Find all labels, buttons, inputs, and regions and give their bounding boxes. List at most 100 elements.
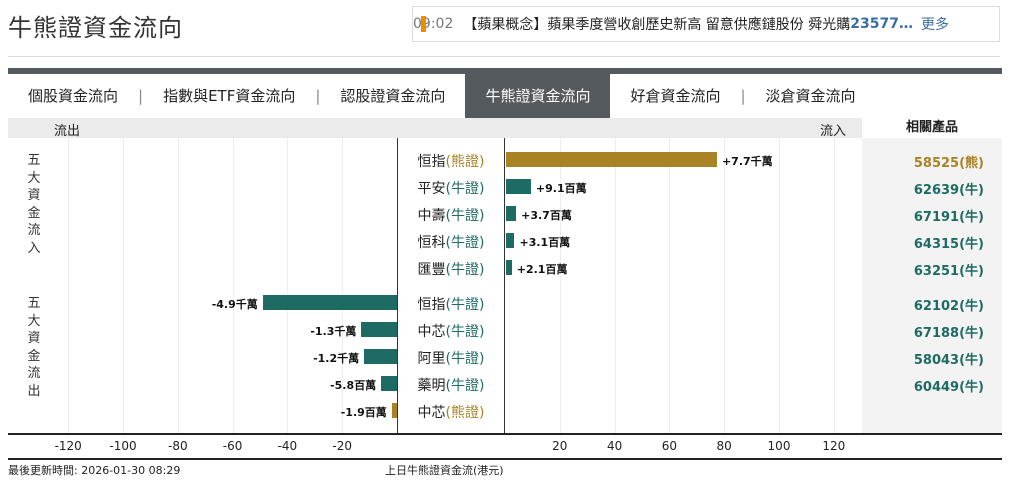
related-product-link[interactable]: 62639(牛) (913, 183, 984, 198)
gridline (232, 138, 234, 433)
flow-bar (262, 295, 397, 310)
related-product-link[interactable]: 67188(牛) (913, 326, 984, 341)
flow-bar (391, 403, 397, 418)
warrant-type: (牛證) (445, 235, 485, 251)
flow-bar (506, 260, 512, 275)
tab-5[interactable]: 淡倉資金流向 (765, 87, 856, 105)
axis-tick-label: -120 (54, 439, 82, 453)
underlying-name: 平安 (417, 181, 446, 197)
axis-tick-label: 100 (767, 439, 791, 453)
axis-line (8, 433, 1002, 435)
warrant-type: (熊證) (445, 154, 485, 170)
row-name[interactable]: 中壽(牛證) (397, 205, 505, 225)
flow-bar (361, 322, 397, 337)
warrant-type: (牛證) (445, 297, 485, 313)
gridline (177, 138, 179, 433)
tab-4[interactable]: 好倉資金流向 (630, 87, 721, 105)
underlying-name: 中壽 (417, 208, 446, 224)
flow-value: +3.7百萬 (521, 209, 572, 222)
related-product-link[interactable]: 60449(牛) (913, 380, 984, 395)
axis-tick-label: 40 (606, 439, 623, 453)
underlying-name: 恒指 (417, 297, 446, 313)
underlying-name: 匯豐 (417, 262, 446, 278)
gridline (559, 138, 561, 433)
underlying-name: 恒指 (417, 154, 446, 170)
related-product-link[interactable]: 62102(牛) (913, 299, 984, 314)
ticker-text[interactable]: 【蘋果概念】蘋果季度營收創歷史新高 留意供應鏈股份 舜光購 (463, 17, 851, 33)
gridline (342, 138, 344, 433)
tab-0[interactable]: 個股資金流向 (28, 87, 119, 105)
row-name[interactable]: 恒科(牛證) (397, 232, 505, 252)
flow-value: +7.7千萬 (721, 155, 773, 168)
warrant-type: (牛證) (445, 378, 485, 394)
underlying-name: 中芯 (417, 324, 446, 340)
tab-bar: 個股資金流向 | 指數與ETF資金流向 | 認股證資金流向 牛熊證資金流向 好倉資金流向 | 淡… (8, 74, 1002, 118)
gridline (779, 138, 780, 433)
axis-tick-label: 80 (716, 439, 732, 453)
flow-value: -1.2千萬 (313, 352, 360, 365)
axis-tick-label: -60 (222, 439, 243, 453)
row-name[interactable]: 藥明(牛證) (397, 375, 505, 395)
related-products-column (862, 138, 1002, 433)
flow-value: -1.9百萬 (340, 406, 387, 419)
flow-bar (506, 179, 531, 194)
flow-value: +2.1百萬 (516, 263, 568, 276)
row-name[interactable]: 匯豐(牛證) (397, 259, 505, 279)
row-name[interactable]: 恒指(牛證) (397, 294, 505, 314)
row-name[interactable]: 阿里(牛證) (397, 348, 505, 368)
row-name[interactable]: 中芯(牛證) (397, 321, 505, 341)
warrant-type: (牛證) (445, 262, 485, 278)
flow-value: -5.8百萬 (330, 379, 377, 392)
footer-divider (8, 458, 1002, 460)
axis-tick-label: 60 (661, 439, 678, 453)
flow-value: -4.9千萬 (211, 298, 258, 311)
flow-value: +9.1百萬 (535, 182, 587, 195)
inflow-label: 流入 (820, 124, 847, 139)
tab-separator: | (315, 87, 321, 105)
divider (8, 56, 1000, 57)
warrant-type: (牛證) (445, 351, 485, 367)
warrant-type: (熊證) (445, 405, 485, 421)
ticker-code-link[interactable]: 23577… (850, 16, 913, 32)
row-name[interactable]: 恒指(熊證) (397, 151, 505, 171)
tab-separator: | (740, 87, 746, 105)
related-product-link[interactable]: 63251(牛) (913, 264, 984, 279)
related-product-link[interactable]: 67191(牛) (913, 210, 984, 225)
chart-caption: 上日牛熊證資金流(港元) (385, 464, 504, 477)
chart-header: 流出 流入 相關產品 (8, 118, 1002, 139)
warrant-type: (牛證) (445, 181, 485, 197)
gridline (68, 138, 70, 433)
gridline (724, 138, 726, 433)
gridline (833, 138, 835, 433)
gridline (614, 138, 616, 433)
axis-tick-label: -80 (167, 439, 188, 453)
underlying-name: 恒科 (417, 235, 446, 251)
row-name[interactable]: 中芯(熊證) (397, 402, 505, 422)
related-product-link[interactable]: 58043(牛) (913, 353, 984, 368)
axis-tick-label: -40 (277, 439, 298, 453)
flow-value: +3.1百萬 (519, 236, 571, 249)
outflow-label: 流出 (54, 124, 81, 139)
axis-tick-label: 20 (552, 439, 568, 453)
flow-bar (364, 349, 397, 364)
warrant-type: (牛證) (445, 324, 485, 340)
tab-3[interactable]: 牛熊證資金流向 (465, 74, 611, 118)
last-updated: 最後更新時間: 2026-01-30 08:29 (8, 464, 181, 477)
flow-bar (506, 206, 517, 221)
tab-2[interactable]: 認股證資金流向 (340, 87, 446, 105)
flow-bar (381, 376, 397, 391)
gridline (287, 138, 289, 433)
related-product-link[interactable]: 64315(牛) (913, 237, 984, 252)
row-name[interactable]: 平安(牛證) (397, 178, 505, 198)
warrant-type: (牛證) (445, 208, 485, 224)
group-label-inflow: 五大資金流入 (27, 153, 41, 256)
related-product-link[interactable]: 58525(熊) (913, 156, 984, 171)
tab-1[interactable]: 指數與ETF資金流向 (163, 87, 296, 105)
center-label-column (397, 138, 505, 433)
axis-tick-label: -100 (109, 439, 137, 453)
page-title: 牛熊證資金流向 (8, 14, 183, 42)
flow-value: -1.3千萬 (310, 325, 357, 338)
more-link[interactable]: 更多 (920, 17, 949, 33)
underlying-name: 阿里 (417, 351, 446, 367)
news-ticker[interactable]: 09:02 【蘋果概念】蘋果季度營收創歷史新高 留意供應鏈股份 舜光購 2357… (412, 6, 1000, 42)
